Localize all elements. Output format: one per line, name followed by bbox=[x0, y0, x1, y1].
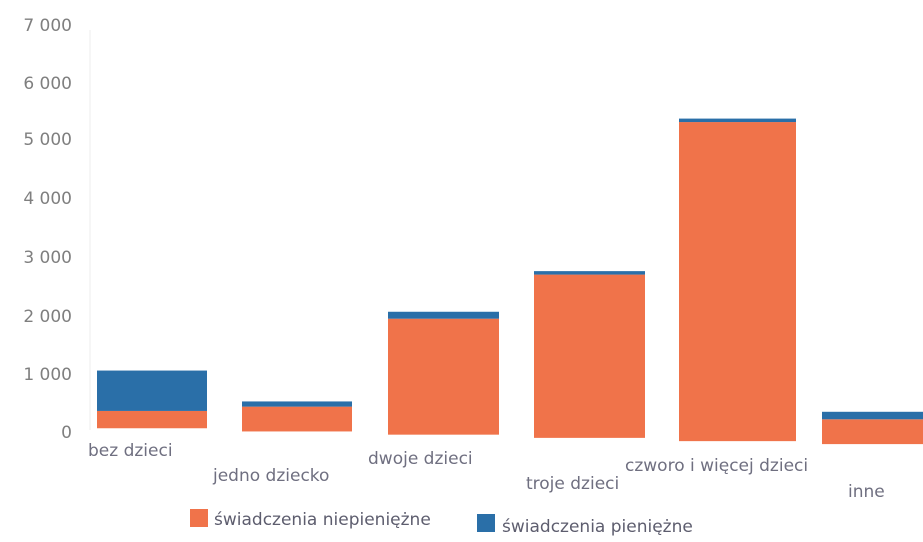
y-tick-label: 5 000 bbox=[23, 130, 72, 150]
category-label: bez dzieci bbox=[88, 441, 173, 461]
bar-niepieniezne bbox=[822, 419, 923, 445]
bar-pieniezne bbox=[822, 411, 923, 420]
y-tick-label: 2 000 bbox=[23, 307, 72, 327]
bar-pieniezne bbox=[242, 401, 352, 407]
bar-niepieniezne bbox=[679, 122, 796, 442]
bar-pieniezne bbox=[679, 118, 796, 123]
bar-pieniezne bbox=[534, 271, 645, 275]
legend-label-niepieniezne: świadczenia niepieniężne bbox=[214, 510, 431, 530]
bar-niepieniezne bbox=[97, 410, 207, 429]
y-tick-label: 7 000 bbox=[23, 16, 72, 36]
y-tick-label: 6 000 bbox=[23, 74, 72, 94]
y-tick-label: 3 000 bbox=[23, 248, 72, 268]
bars-group bbox=[97, 118, 923, 445]
category-label: inne bbox=[848, 482, 885, 502]
legend-swatch-niepieniezne bbox=[190, 509, 208, 527]
legend-swatch-pieniezne bbox=[477, 514, 495, 532]
y-tick-label: 4 000 bbox=[23, 189, 72, 209]
y-axis-ticks: 0 1 000 2 000 3 000 4 000 5 000 6 000 7 000 bbox=[23, 16, 72, 443]
bar-pieniezne bbox=[388, 311, 499, 319]
category-label: czworo i więcej dzieci bbox=[625, 456, 808, 476]
legend-label-pieniezne: świadczenia pieniężne bbox=[502, 517, 693, 537]
y-tick-label: 1 000 bbox=[23, 365, 72, 385]
bar-niepieniezne bbox=[242, 406, 352, 432]
bar-niepieniezne bbox=[534, 274, 645, 438]
category-label: dwoje dzieci bbox=[368, 449, 473, 469]
category-label: troje dzieci bbox=[526, 474, 619, 494]
category-label: jedno dziecko bbox=[212, 466, 329, 486]
bar-niepieniezne bbox=[388, 318, 499, 435]
y-tick-label: 0 bbox=[61, 423, 72, 443]
legend: świadczenia niepieniężne świadczenia pie… bbox=[190, 509, 693, 537]
category-labels: bez dzieci jedno dziecko dwoje dzieci troje… bbox=[88, 441, 885, 502]
bar-pieniezne bbox=[97, 370, 207, 411]
